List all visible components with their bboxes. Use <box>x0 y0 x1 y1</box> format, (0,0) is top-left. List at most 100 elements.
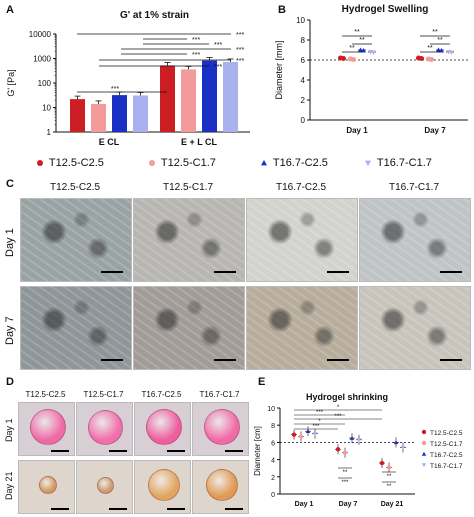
photo-row-label: Day 21 <box>4 471 14 500</box>
x-tick-label: Day 7 <box>339 501 358 508</box>
hydrogel-disc <box>147 469 180 501</box>
legend-label: T16.7-C2.5 <box>270 157 328 169</box>
photo-column-label: T12.5-C1.7 <box>83 390 124 399</box>
hydrogel-photo <box>18 460 75 514</box>
micrograph-column-label: T16.7-C1.7 <box>388 182 440 193</box>
scale-bar <box>225 508 243 510</box>
significance-label: *** <box>192 37 200 44</box>
legend-label: T12.5-C2.5 <box>430 430 463 437</box>
micrograph-column-label: T12.5-C1.7 <box>162 182 214 193</box>
data-point <box>291 432 297 437</box>
legend-label: T16.7-C2.5 <box>430 452 463 459</box>
data-point <box>312 432 318 436</box>
panel-letter-c: C <box>6 178 14 190</box>
panel-letter-e: E <box>258 376 266 388</box>
significance-label: *** <box>312 424 320 430</box>
data-point <box>379 460 385 466</box>
panel-letter-a: A <box>6 4 14 16</box>
y-tick-label: 4 <box>271 458 275 465</box>
micrograph-image <box>359 286 471 370</box>
y-tick-label: 10000 <box>29 30 52 39</box>
legend-label: T16.7-C1.7 <box>430 463 463 470</box>
significance-label: * <box>318 419 321 425</box>
legend-marker <box>149 160 155 167</box>
scale-bar <box>109 508 127 510</box>
significance-label: ** <box>354 29 360 36</box>
hydrogel-photo <box>18 402 75 456</box>
legend-marker <box>421 451 427 456</box>
legend-item: T12.5-C2.5 <box>34 157 104 169</box>
data-point <box>351 57 356 62</box>
data-point <box>358 47 363 52</box>
scale-bar <box>51 508 69 510</box>
data-point <box>361 48 366 53</box>
panel-letter-b: B <box>278 4 286 16</box>
hydrogel-disc <box>29 409 66 445</box>
data-point <box>439 48 444 53</box>
significance-label: * <box>337 405 340 411</box>
micrograph-row-label: Day 7 <box>4 316 16 345</box>
scale-bar <box>440 359 462 361</box>
scale-bar <box>225 450 243 452</box>
legend-label: T16.7-C1.7 <box>374 157 432 169</box>
chart-e-title: Hydrogel shrinking <box>305 392 388 402</box>
y-axis-label: Diameter [cm] <box>253 426 262 476</box>
hydrogel-disc <box>88 409 123 445</box>
hydrogel-photo <box>192 460 249 514</box>
bar <box>160 65 175 132</box>
significance-label: ** <box>349 45 355 52</box>
legend-marker-icon <box>37 160 43 167</box>
legend-marker-icon <box>261 160 267 166</box>
scale-bar <box>214 271 236 273</box>
y-tick-label: 2 <box>271 475 275 482</box>
y-tick-label: 0 <box>271 492 275 499</box>
data-point <box>341 56 346 61</box>
scale-bar <box>101 271 123 273</box>
hydrogel-disc <box>205 469 238 501</box>
photo-column-label: T12.5-C2.5 <box>25 390 66 399</box>
legend-label: T12.5-C1.7 <box>158 157 216 169</box>
data-point <box>356 438 362 443</box>
significance-label: *** <box>316 410 324 416</box>
bar <box>181 69 196 132</box>
y-tick-label: 8 <box>271 423 275 430</box>
data-point <box>335 447 341 452</box>
significance-label: *** <box>236 32 244 39</box>
x-tick-label: E CL <box>99 137 120 147</box>
scale-bar <box>327 359 349 361</box>
data-point <box>349 435 355 440</box>
scale-bar <box>214 359 236 361</box>
x-tick-label: Day 1 <box>346 126 368 135</box>
micrograph-image <box>133 286 245 370</box>
micrograph-grid: T12.5-C2.5 T12.5-C1.7 T16.7-C2.5 T16.7-C1.7… <box>0 180 474 370</box>
significance-label: *** <box>214 64 222 71</box>
micrograph-image <box>246 198 358 282</box>
y-axis-label: G' [Pa] <box>6 69 16 96</box>
legend-marker-icon <box>149 160 155 167</box>
y-tick-label: 6 <box>271 440 275 447</box>
data-point <box>393 440 399 445</box>
data-point <box>449 50 454 55</box>
data-point <box>386 465 392 470</box>
data-point <box>400 445 406 450</box>
bar <box>133 95 148 132</box>
bar <box>223 61 238 132</box>
legend-label: T12.5-C2.5 <box>46 157 104 169</box>
micrograph-image <box>20 286 132 370</box>
y-tick-label: 1000 <box>33 55 51 64</box>
bar <box>70 99 85 132</box>
significance-label: ** <box>437 37 443 44</box>
chart-a: 1 10 100 1000 10000 G' [Pa] E CL E + L CL *** ***… <box>6 30 250 147</box>
hydrogel-disc <box>38 476 57 494</box>
significance-label: ** <box>427 45 433 52</box>
photo-column-label: T16.7-C1.7 <box>199 390 240 399</box>
micrograph-column-label: T12.5-C2.5 <box>49 182 101 193</box>
significance-label: *** <box>192 52 200 59</box>
hydrogel-photo <box>192 402 249 456</box>
x-tick-label: Day 21 <box>381 501 404 508</box>
y-tick-label: 1 <box>47 128 52 137</box>
bar <box>202 60 217 133</box>
micrograph-image <box>133 198 245 282</box>
